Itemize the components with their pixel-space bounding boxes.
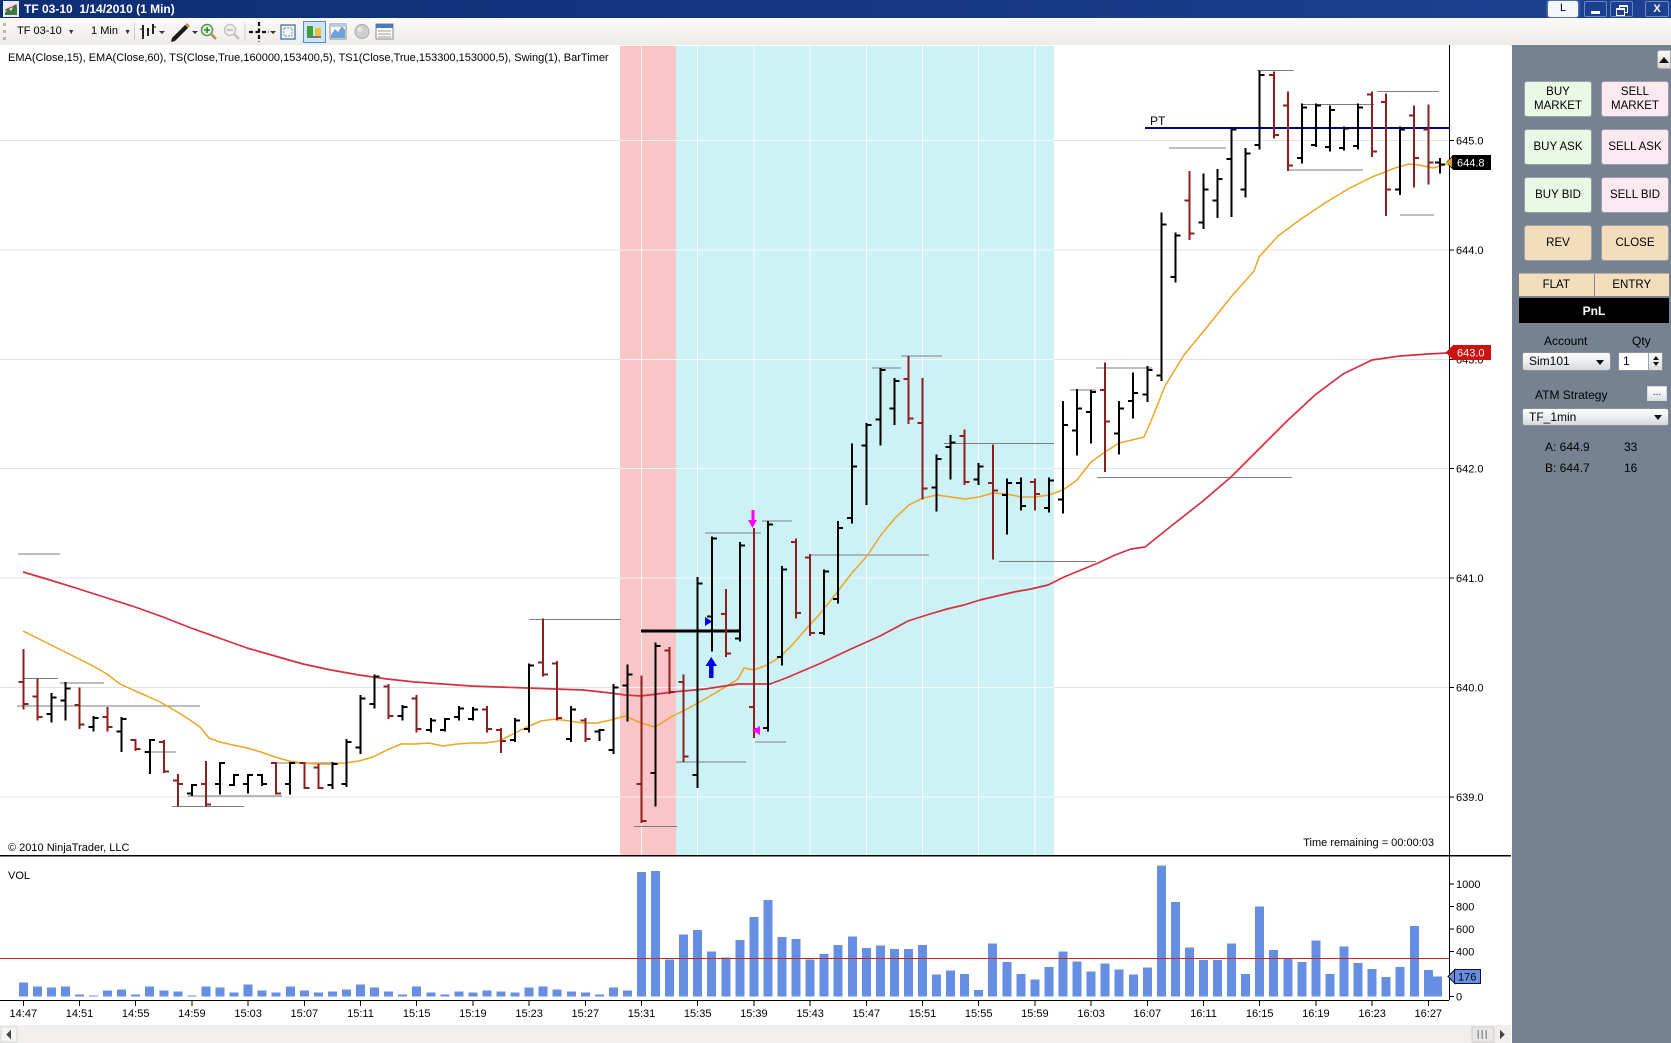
svg-text:14:55: 14:55 — [122, 1008, 150, 1020]
svg-text:EMA(Close,15), EMA(Close,60),: EMA(Close,15), EMA(Close,60), TS(Close,T… — [8, 52, 609, 64]
svg-text:15:47: 15:47 — [853, 1008, 881, 1020]
svg-text:15:07: 15:07 — [291, 1008, 319, 1020]
svg-text:16:11: 16:11 — [1190, 1008, 1217, 1020]
svg-text:15:39: 15:39 — [740, 1008, 768, 1020]
svg-text:1000: 1000 — [1456, 879, 1480, 891]
svg-text:15:55: 15:55 — [965, 1008, 993, 1020]
svg-text:639.0: 639.0 — [1456, 792, 1484, 804]
svg-text:644.8: 644.8 — [1457, 157, 1485, 169]
svg-text:15:11: 15:11 — [347, 1008, 374, 1020]
svg-text:800: 800 — [1456, 902, 1474, 914]
svg-text:642.0: 642.0 — [1456, 464, 1484, 476]
svg-text:© 2010 NinjaTrader, LLC: © 2010 NinjaTrader, LLC — [8, 842, 129, 854]
svg-text:16:15: 16:15 — [1246, 1008, 1274, 1020]
svg-text:15:43: 15:43 — [796, 1008, 824, 1020]
svg-text:15:35: 15:35 — [684, 1008, 712, 1020]
svg-text:15:59: 15:59 — [1021, 1008, 1049, 1020]
svg-text:16:19: 16:19 — [1302, 1008, 1330, 1020]
svg-text:Time remaining = 00:00:03: Time remaining = 00:00:03 — [1303, 837, 1434, 849]
svg-text:15:23: 15:23 — [515, 1008, 543, 1020]
svg-text:600: 600 — [1456, 924, 1474, 936]
svg-text:15:51: 15:51 — [909, 1008, 937, 1020]
svg-text:14:47: 14:47 — [10, 1008, 38, 1020]
svg-text:0: 0 — [1456, 992, 1462, 1004]
svg-text:16:03: 16:03 — [1077, 1008, 1105, 1020]
svg-text:16:07: 16:07 — [1134, 1008, 1162, 1020]
svg-text:15:19: 15:19 — [459, 1008, 487, 1020]
svg-text:400: 400 — [1456, 947, 1474, 959]
svg-text:16:23: 16:23 — [1358, 1008, 1386, 1020]
svg-text:15:03: 15:03 — [234, 1008, 262, 1020]
svg-text:643.0: 643.0 — [1457, 348, 1485, 360]
svg-text:14:51: 14:51 — [66, 1008, 94, 1020]
svg-text:VOL: VOL — [8, 870, 30, 882]
svg-text:16:27: 16:27 — [1415, 1008, 1443, 1020]
svg-text:14:59: 14:59 — [178, 1008, 206, 1020]
svg-text:641.0: 641.0 — [1456, 573, 1484, 585]
svg-text:15:31: 15:31 — [628, 1008, 656, 1020]
svg-text:644.0: 644.0 — [1456, 245, 1484, 257]
svg-text:176: 176 — [1458, 972, 1476, 984]
svg-text:640.0: 640.0 — [1456, 683, 1484, 695]
svg-text:645.0: 645.0 — [1456, 136, 1484, 148]
svg-text:15:27: 15:27 — [572, 1008, 600, 1020]
svg-text:15:15: 15:15 — [403, 1008, 431, 1020]
svg-text:PT: PT — [1150, 114, 1166, 128]
